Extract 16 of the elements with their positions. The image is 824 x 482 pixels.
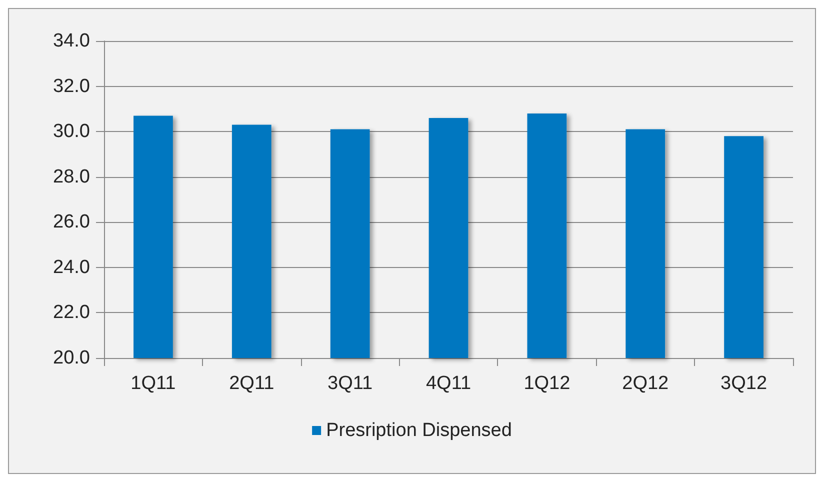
x-tick-label: 3Q12 bbox=[720, 373, 768, 394]
x-tick-label: 4Q11 bbox=[426, 373, 472, 394]
y-tick-label: 22.0 bbox=[53, 302, 90, 324]
x-tick-label: 1Q11 bbox=[130, 373, 176, 394]
y-tick-label: 28.0 bbox=[53, 166, 90, 188]
x-tick-label: 2Q11 bbox=[229, 373, 274, 394]
x-tick-label: 3Q11 bbox=[328, 373, 373, 394]
y-tick-label: 24.0 bbox=[53, 256, 90, 278]
legend-label: Presription Dispensed bbox=[326, 420, 512, 441]
y-tick-label: 32.0 bbox=[53, 76, 90, 97]
x-tick-label: 1Q12 bbox=[524, 373, 570, 394]
x-tick-label: 2Q12 bbox=[622, 373, 669, 394]
y-tick-label: 20.0 bbox=[53, 348, 90, 368]
y-tick-label: 26.0 bbox=[53, 212, 90, 233]
y-tick-label: 34.0 bbox=[53, 30, 90, 52]
y-tick-label: 30.0 bbox=[53, 121, 90, 142]
